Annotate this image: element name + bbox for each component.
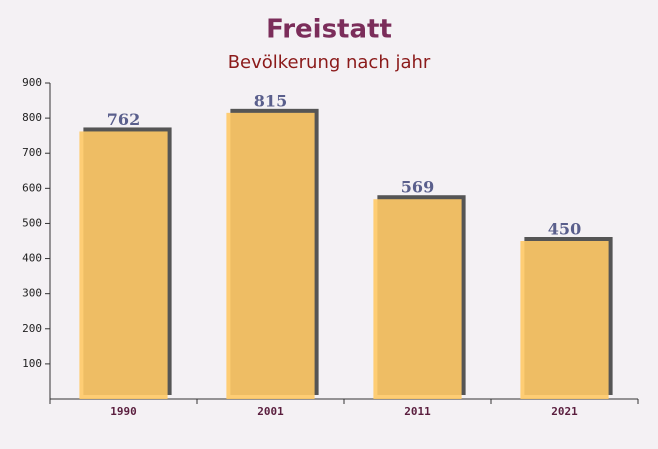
bar bbox=[79, 131, 168, 399]
x-tick-label: 2021 bbox=[551, 405, 578, 418]
x-tick-label: 1990 bbox=[110, 405, 137, 418]
y-tick-label: 500 bbox=[22, 216, 42, 229]
chart-title: Freistatt bbox=[266, 15, 392, 45]
chart-subtitle: Bevölkerung nach jahr bbox=[228, 52, 431, 73]
y-tick-label: 400 bbox=[22, 252, 42, 265]
bar bbox=[226, 112, 315, 399]
value-label: 569 bbox=[401, 178, 434, 197]
bar bbox=[520, 241, 609, 399]
value-label: 815 bbox=[254, 91, 287, 110]
x-tick-label: 2001 bbox=[257, 405, 284, 418]
y-tick-label: 900 bbox=[22, 76, 42, 89]
y-tick-label: 100 bbox=[22, 357, 42, 370]
x-tick-label: 2011 bbox=[404, 405, 431, 418]
y-tick-label: 300 bbox=[22, 287, 42, 300]
value-label: 762 bbox=[107, 110, 140, 129]
y-tick-label: 600 bbox=[22, 181, 42, 194]
y-tick-label: 200 bbox=[22, 322, 42, 335]
bar bbox=[373, 199, 462, 399]
y-tick-label: 800 bbox=[22, 111, 42, 124]
y-tick-label: 700 bbox=[22, 146, 42, 159]
value-label: 450 bbox=[548, 220, 581, 239]
